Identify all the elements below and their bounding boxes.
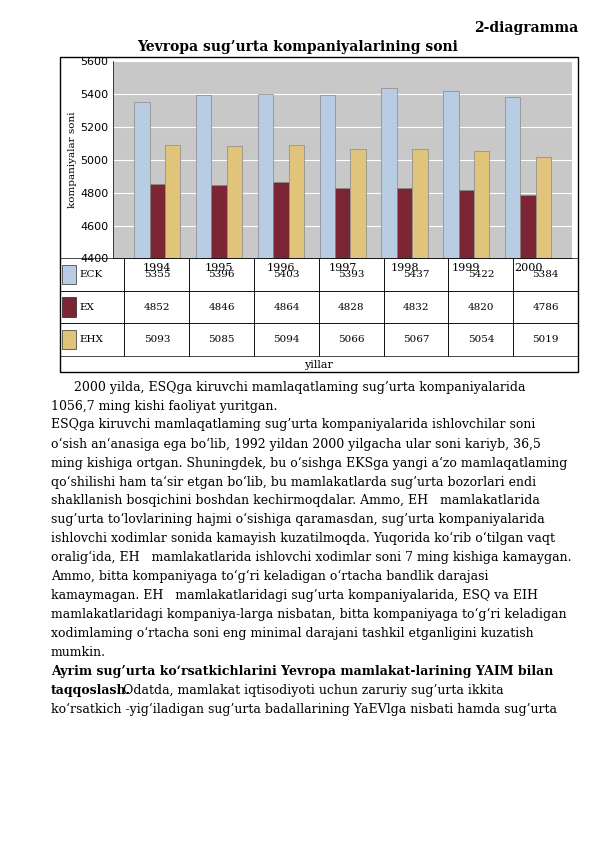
Bar: [458, 189, 474, 842]
Text: 5054: 5054: [468, 335, 494, 344]
Bar: [189, 323, 254, 356]
Text: ESQga kiruvchi mamlaqatlaming sug’urta kompaniyalarida ishlovchilar soni: ESQga kiruvchi mamlaqatlaming sug’urta k…: [51, 418, 535, 431]
Bar: [60, 258, 125, 291]
Bar: [384, 291, 448, 323]
Bar: [397, 188, 412, 842]
Bar: [288, 145, 304, 842]
Bar: [125, 323, 189, 356]
Text: 2000 yilda, ESQga kiruvchi mamlaqatlaming sug’urta kompaniyalarida: 2000 yilda, ESQga kiruvchi mamlaqatlamin…: [74, 381, 526, 393]
Bar: [536, 157, 551, 842]
Bar: [62, 265, 76, 285]
Text: 4820: 4820: [468, 303, 494, 312]
Text: 5422: 5422: [468, 270, 494, 280]
Text: 4864: 4864: [273, 303, 300, 312]
Text: Ayrim sug’urta ko‘rsatkichlarini Yevropa mamlakat-larining YAIM bilan: Ayrim sug’urta ko‘rsatkichlarini Yevropa…: [51, 665, 553, 678]
Text: Ammo, bitta kompaniyaga to‘g‘ri keladigan o‘rtacha bandlik darajasi: Ammo, bitta kompaniyaga to‘g‘ri keladiga…: [51, 570, 488, 584]
Bar: [319, 291, 384, 323]
Bar: [505, 97, 520, 842]
Bar: [60, 291, 125, 323]
Bar: [254, 258, 319, 291]
Text: 2-diagramma: 2-diagramma: [474, 21, 578, 35]
Bar: [474, 151, 489, 842]
Text: 1056,7 ming kishi faoliyat yuritgan.: 1056,7 ming kishi faoliyat yuritgan.: [51, 399, 277, 413]
Bar: [412, 149, 428, 842]
Bar: [150, 184, 165, 842]
Text: 4846: 4846: [209, 303, 235, 312]
Bar: [227, 146, 242, 842]
Bar: [448, 291, 513, 323]
Text: EHX: EHX: [79, 335, 103, 344]
Text: 4832: 4832: [403, 303, 429, 312]
Text: 5093: 5093: [144, 335, 170, 344]
Text: 5396: 5396: [209, 270, 235, 280]
Bar: [513, 323, 578, 356]
Text: xodimlaming o‘rtacha soni eng minimal darajani tashkil etganligini kuzatish: xodimlaming o‘rtacha soni eng minimal da…: [51, 627, 533, 640]
Bar: [125, 291, 189, 323]
Bar: [513, 291, 578, 323]
Bar: [319, 323, 384, 356]
Text: Yevropa sug’urta kompaniyalarining soni: Yevropa sug’urta kompaniyalarining soni: [138, 40, 458, 55]
Bar: [62, 330, 76, 349]
Bar: [62, 297, 76, 317]
Text: 5085: 5085: [209, 335, 235, 344]
Bar: [513, 258, 578, 291]
Text: qo‘shilishi ham ta‘sir etgan bo‘lib, bu mamlakatlarda sug’urta bozorlari endi: qo‘shilishi ham ta‘sir etgan bo‘lib, bu …: [51, 475, 536, 488]
Text: 5019: 5019: [532, 335, 559, 344]
Bar: [448, 323, 513, 356]
Text: 5355: 5355: [144, 270, 170, 280]
Text: ko‘rsatkich -yig‘iladigan sug’urta badallarining YaEVlga nisbati hamda sug’urta: ko‘rsatkich -yig‘iladigan sug’urta badal…: [51, 702, 557, 716]
Bar: [319, 95, 335, 842]
Text: oralig‘ida, EH   mamlakatlarida ishlovchi xodimlar soni 7 ming kishiga kamaygan.: oralig‘ida, EH mamlakatlarida ishlovchi …: [51, 551, 571, 564]
Text: mamlakatlaridagi kompaniya-larga nisbatan, bitta kompaniyaga to‘g‘ri keladigan: mamlakatlaridagi kompaniya-larga nisbata…: [51, 608, 566, 621]
Y-axis label: kompaniyalar soni: kompaniyalar soni: [69, 112, 77, 208]
Bar: [335, 189, 350, 842]
Text: 5437: 5437: [403, 270, 429, 280]
Bar: [212, 185, 227, 842]
Text: 4828: 4828: [338, 303, 365, 312]
Text: ishlovchi xodimlar sonida kamayish kuzatilmoqda. Yuqorida ko‘rib o‘tilgan vaqt: ishlovchi xodimlar sonida kamayish kuzat…: [51, 532, 555, 546]
Bar: [257, 93, 273, 842]
Text: Odatda, mamlakat iqtisodiyoti uchun zaruriy sug’urta ikkita: Odatda, mamlakat iqtisodiyoti uchun zaru…: [119, 684, 504, 696]
Bar: [60, 323, 125, 356]
Text: taqqoslash.: taqqoslash.: [51, 684, 131, 696]
Bar: [189, 291, 254, 323]
Text: 5384: 5384: [532, 270, 559, 280]
Text: sug’urta to‘lovlarining hajmi o‘sishiga qaramasdan, sug’urta kompaniyalarida: sug’urta to‘lovlarining hajmi o‘sishiga …: [51, 513, 544, 526]
Bar: [350, 149, 366, 842]
Text: 4852: 4852: [144, 303, 170, 312]
Bar: [254, 291, 319, 323]
Text: 5403: 5403: [273, 270, 300, 280]
Bar: [196, 95, 212, 842]
Bar: [520, 195, 536, 842]
Text: yillar: yillar: [305, 360, 333, 370]
Bar: [273, 183, 288, 842]
Text: 5094: 5094: [273, 335, 300, 344]
Text: 5067: 5067: [403, 335, 429, 344]
Text: o‘sish an‘anasiga ega bo‘lib, 1992 yildan 2000 yilgacha ular soni kariyb, 36,5: o‘sish an‘anasiga ega bo‘lib, 1992 yilda…: [51, 437, 541, 450]
Text: ming kishiga ortgan. Shuningdek, bu o‘sishga EKSga yangi a‘zo mamlaqatlaming: ming kishiga ortgan. Shuningdek, bu o‘si…: [51, 456, 567, 470]
Bar: [443, 91, 458, 842]
Text: kamaymagan. EH   mamlakatlaridagi sug’urta kompaniyalarida, ESQ va EIH: kamaymagan. EH mamlakatlaridagi sug’urta…: [51, 589, 538, 602]
Text: EX: EX: [79, 303, 94, 312]
Bar: [165, 145, 181, 842]
Bar: [134, 102, 150, 842]
Bar: [381, 88, 397, 842]
Text: mumkin.: mumkin.: [51, 646, 105, 658]
Bar: [189, 258, 254, 291]
Text: 4786: 4786: [532, 303, 559, 312]
Bar: [448, 258, 513, 291]
Bar: [384, 323, 448, 356]
Text: 5066: 5066: [338, 335, 365, 344]
Bar: [384, 258, 448, 291]
Bar: [125, 258, 189, 291]
Bar: [254, 323, 319, 356]
Text: shakllanish bosqichini boshdan kechirmoqdalar. Ammo, EH   mamlakatlarida: shakllanish bosqichini boshdan kechirmoq…: [51, 494, 539, 507]
Bar: [319, 258, 384, 291]
Text: ECK: ECK: [79, 270, 103, 280]
Text: 5393: 5393: [338, 270, 365, 280]
